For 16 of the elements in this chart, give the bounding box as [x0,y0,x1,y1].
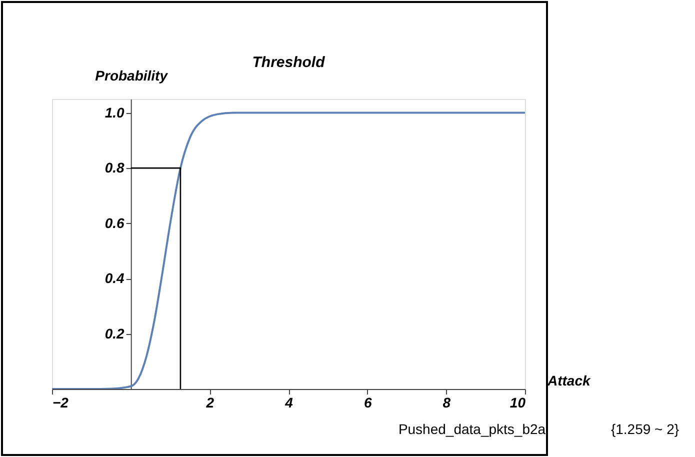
y-tick-label: 1.0 [104,104,125,120]
x-tick-label: 6 [364,394,372,410]
x-axis-title: Attack [546,372,592,388]
x-tick-label: 10 [510,394,526,410]
chart-title: Threshold [252,54,326,71]
x-tick-label: 8 [442,394,451,410]
y-tick-label: 0.6 [104,214,125,231]
x-tick-label: 2 [205,394,214,410]
text: Pushed_data_pkts_b2a [398,421,546,437]
y-tick-label: 0.4 [104,270,125,286]
text: {1.259 ~ 2} [610,421,680,437]
x-tick-label: 4 [284,394,294,410]
y-tick-label: 0.2 [104,325,125,342]
x-tick-label: −2 [52,394,69,410]
y-axis-title: Probability [95,68,169,84]
y-tick-label: 0.8 [104,160,125,176]
